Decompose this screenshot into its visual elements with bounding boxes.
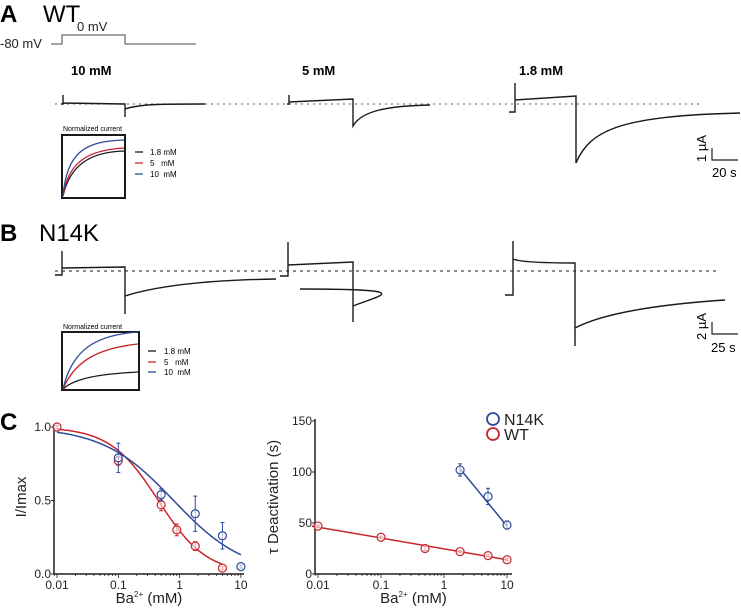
data-point-n14k [217,531,228,541]
x-axis-label: Ba2+ (mM) [116,590,183,607]
data-point-n14k [113,453,123,463]
data-point-n14k [502,520,512,530]
trace-n14k-5mm-a [280,242,383,322]
y-tick-label: 0.5 [34,494,51,508]
inset-a-curve-5mm [62,147,125,197]
trace-wt-10mm [61,95,206,117]
x-tick-label: 0.1 [373,578,390,592]
panel-a-title: WT [43,1,81,28]
fit-line-n14k [56,431,242,556]
scalebar-b-y: 2 µA [694,313,709,340]
data-point-n14k [190,509,200,519]
voltage-protocol: -80 mV 0 mV [0,19,196,51]
scalebar-a: 1 µA 20 s [694,135,738,180]
legend-marker-n14k [486,412,500,426]
scalebar-b: 2 µA 25 s [694,313,738,355]
panel-c-letter: C [0,409,17,436]
data-point-wt [313,521,323,531]
x-tick-label: 1 [441,578,448,592]
y-tick-label: 150 [292,414,312,428]
protocol-step: 0 mV [77,19,108,34]
protocol-trace [51,34,196,45]
x-tick-label: 1 [176,578,183,592]
x-axis-label: Ba2+ (mM) [380,590,447,607]
scalebar-a-x: 20 s [712,165,737,180]
inset-b-legend-1: 1.8 mM [164,347,191,356]
trace-wt-5mm [287,95,431,129]
inset-b-curve-10mm [62,331,139,390]
data-point-wt [376,532,386,542]
inset-a: Normalized current 1.8 mM 5 mM 10 mM [61,126,177,199]
trace-n14k-1-8mm [505,241,726,346]
y-tick-label: 50 [299,516,313,530]
x-tick-label: 10 [234,578,248,592]
x-tick-label: 10 [500,578,514,592]
inset-b-frame [61,331,140,391]
scalebar-b-x: 25 s [711,340,736,355]
trace-n14k-10mm [55,251,277,314]
inset-b-legend-3: 10 mM [164,368,191,377]
inset-b-curve-1-8mm [62,371,139,390]
inset-a-curve-1-8mm [62,150,125,197]
data-point-wt [502,555,512,565]
x-tick-label: 0.01 [306,578,330,592]
legend-label-n14k: N14K [504,412,544,429]
y-axis-label: τ Deactivation (s) [265,440,282,554]
panel-b-traces [55,241,726,346]
panel-b-letter: B [0,220,17,247]
panel-a-traces [61,83,741,164]
condition-label-10mm: 10 mM [71,63,111,78]
x-tick-label: 0.1 [110,578,127,592]
chart-i-imax: 0.01 0.1 1 10 0.0 0.5 1.0 Ba2+ (mM) I/Imax [13,420,248,607]
data-point-n14k [455,465,465,475]
inset-b-title: Normalized current [63,324,122,331]
inset-b-curve-5mm [62,343,139,390]
x-tick-label: 0.01 [45,578,69,592]
data-point-wt [156,500,166,510]
y-tick-label: 0 [305,567,312,581]
inset-a-legend-3: 10 mM [150,170,177,179]
data-point-wt [420,543,430,554]
inset-a-frame [61,134,126,199]
fit-line-wt [311,525,508,561]
data-point-wt [190,541,200,551]
inset-b: Normalized current 1.8 mM 5 mM 10 mM [61,324,191,391]
data-point-wt [172,525,182,535]
panel-a-letter: A [0,1,17,28]
y-axis-label: I/Imax [13,476,30,517]
legend-marker-wt [486,427,500,441]
y-tick-label: 100 [292,465,312,479]
inset-b-legend-2: 5 mM [164,358,189,367]
y-tick-label: 0.0 [34,567,51,581]
scalebar-a-y: 1 µA [694,135,709,162]
condition-label-1-8mm: 1.8 mM [519,63,563,78]
data-point-wt [455,546,465,557]
legend-label-wt: WT [504,427,529,444]
inset-a-legend-1: 1.8 mM [150,148,177,157]
data-point-wt [217,563,228,573]
protocol-holding: -80 mV [0,36,42,51]
inset-a-curve-10mm [62,139,125,197]
condition-label-5mm: 5 mM [302,63,335,78]
inset-a-title: Normalized current [63,126,122,133]
inset-a-legend-2: 5 mM [150,159,175,168]
panel-b-title: N14K [39,220,99,247]
data-point-n14k [483,491,493,502]
data-point-wt [483,551,493,561]
data-point-n14k [236,562,246,572]
trace-wt-1-8mm [509,83,741,164]
data-point-n14k [156,490,166,500]
data-point-wt [52,422,62,432]
y-tick-label: 1.0 [34,420,51,434]
